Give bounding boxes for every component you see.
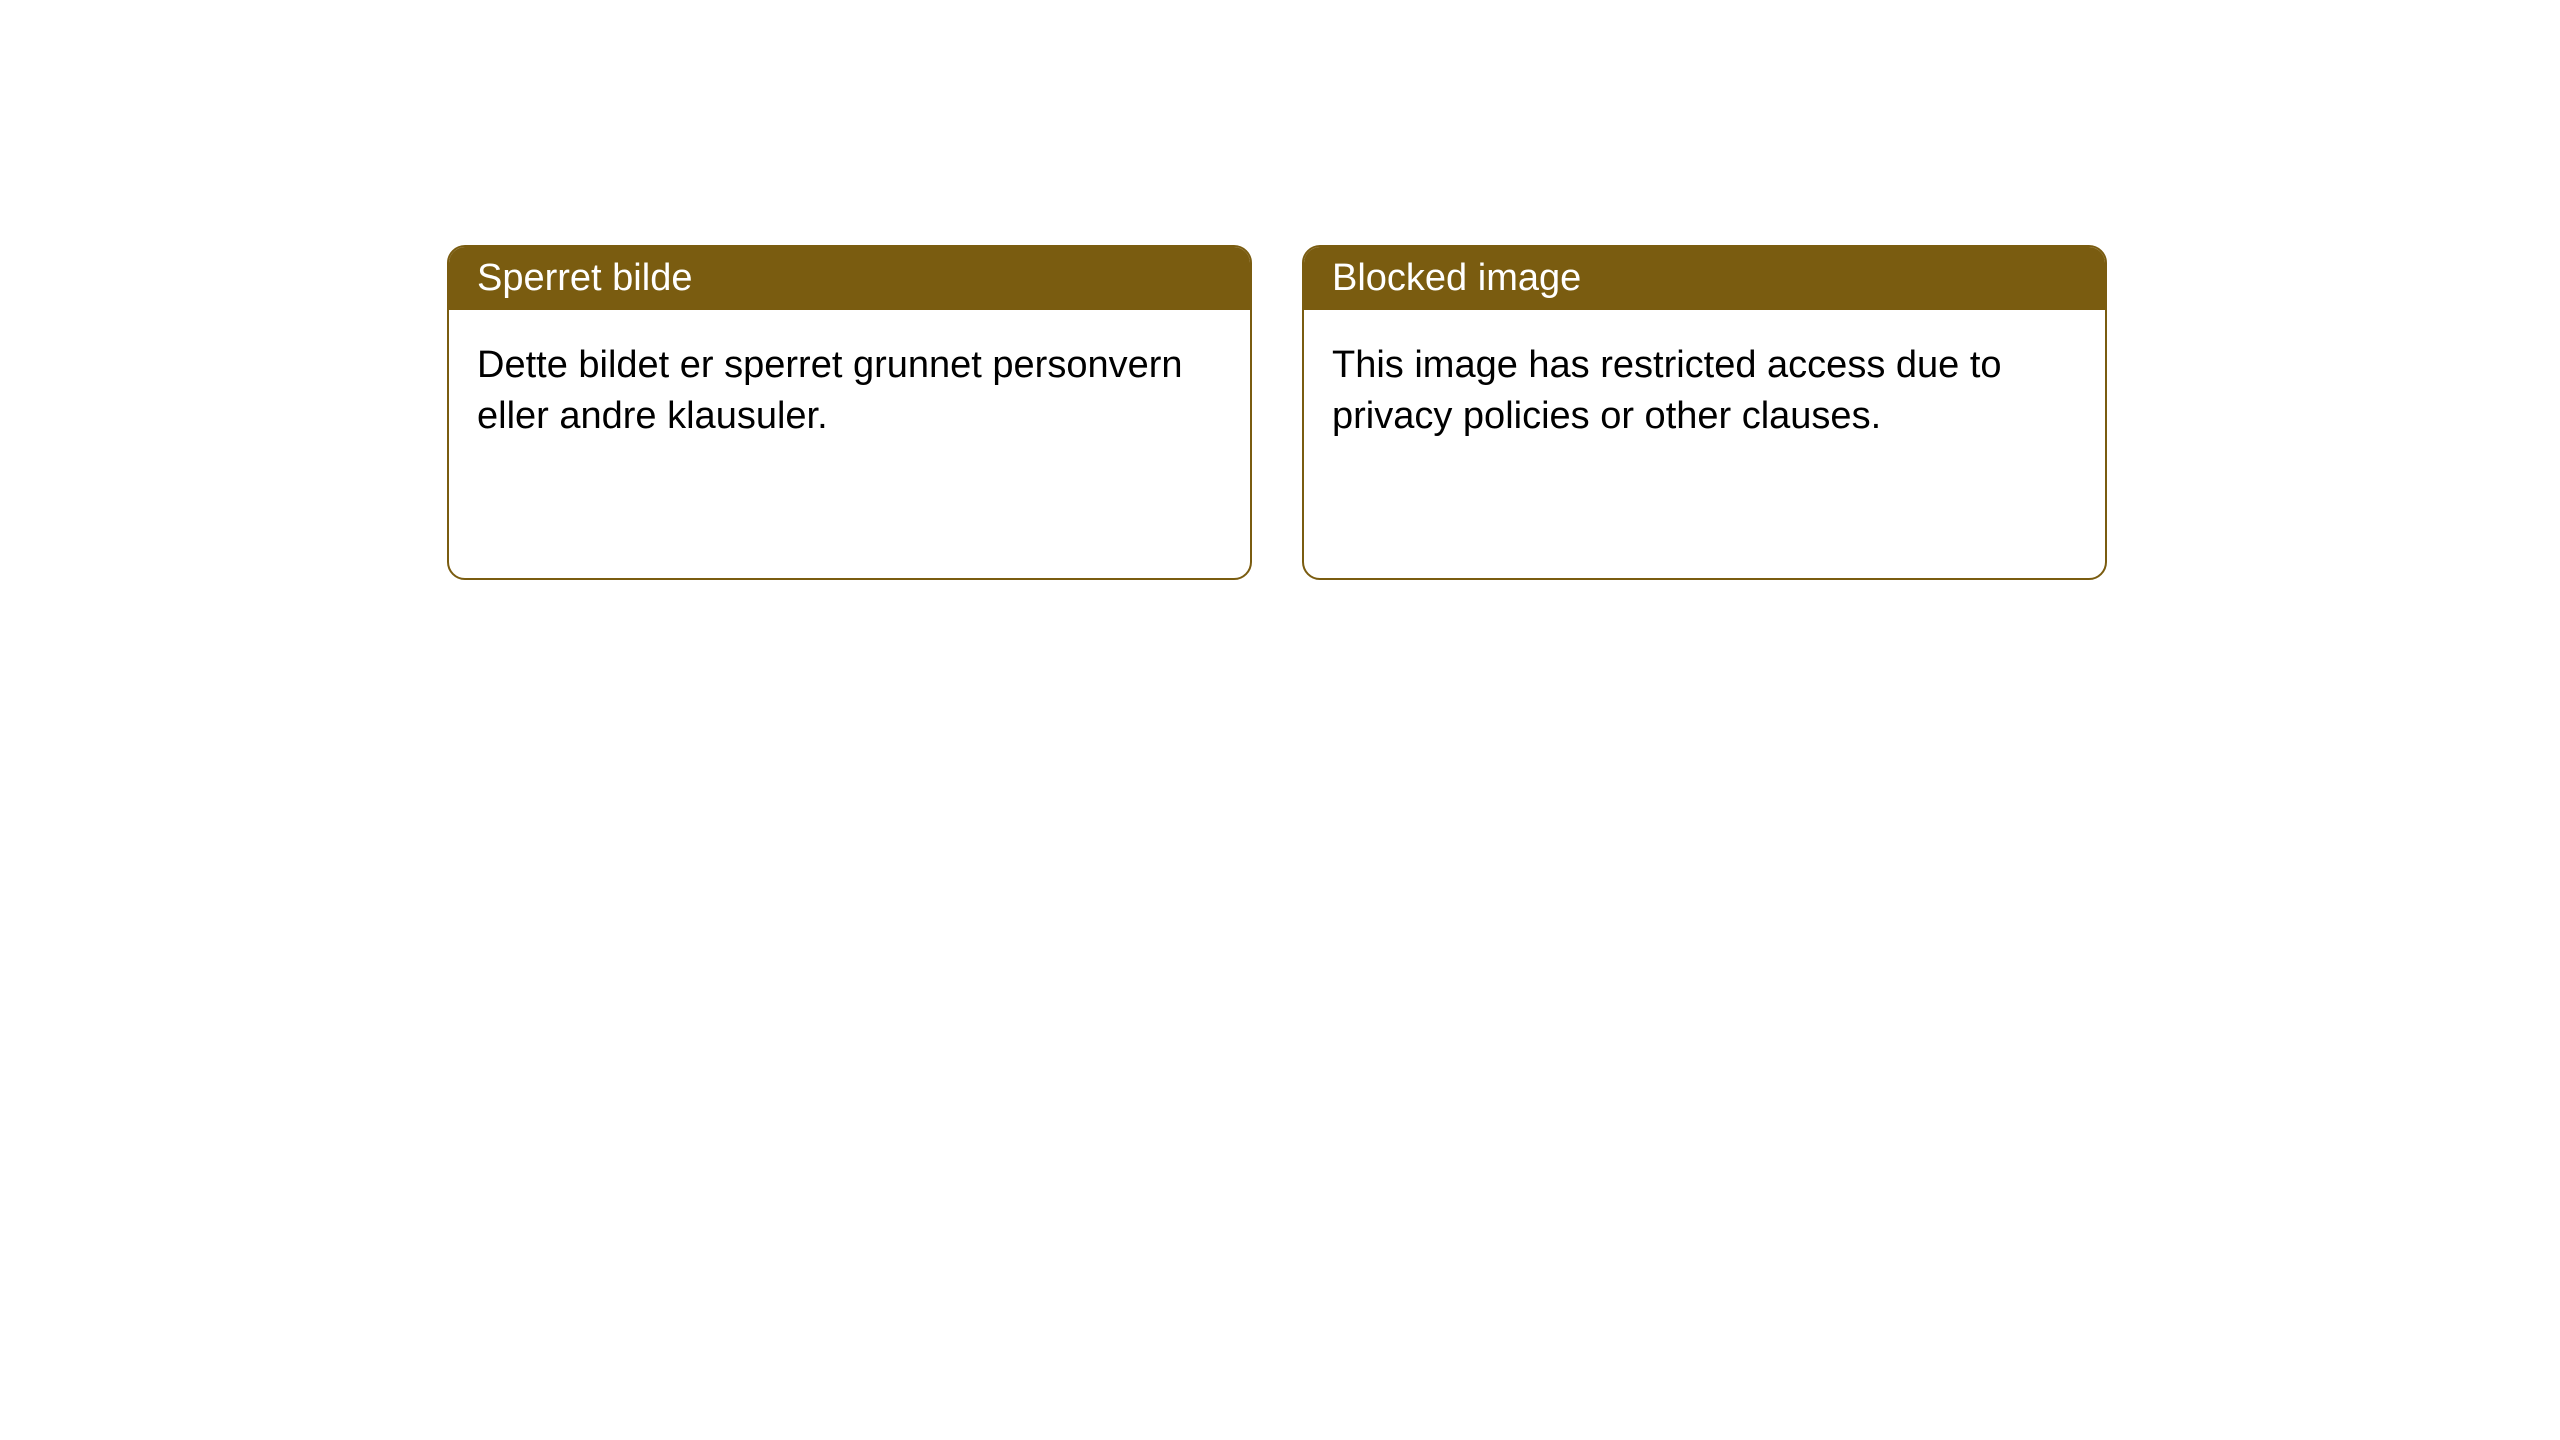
notice-card-norwegian: Sperret bilde Dette bildet er sperret gr… [447, 245, 1252, 580]
notice-header: Blocked image [1304, 247, 2105, 310]
notice-card-english: Blocked image This image has restricted … [1302, 245, 2107, 580]
notice-body: This image has restricted access due to … [1304, 310, 2105, 473]
notice-body-text: Dette bildet er sperret grunnet personve… [477, 344, 1183, 437]
notice-title: Blocked image [1332, 257, 1581, 299]
notice-body-text: This image has restricted access due to … [1332, 344, 2002, 437]
notice-title: Sperret bilde [477, 257, 692, 299]
notice-header: Sperret bilde [449, 247, 1250, 310]
notices-container: Sperret bilde Dette bildet er sperret gr… [0, 0, 2560, 580]
notice-body: Dette bildet er sperret grunnet personve… [449, 310, 1250, 473]
